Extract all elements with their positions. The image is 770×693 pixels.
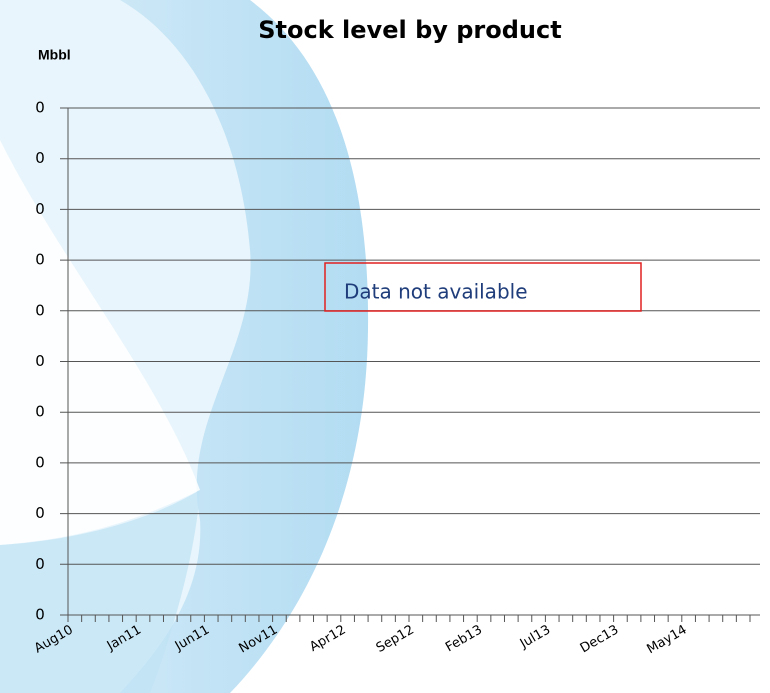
y-tick-label: 0: [35, 99, 45, 117]
annotation: Data not available: [344, 280, 528, 304]
chart-title: Stock level by product: [258, 16, 561, 44]
x-tick-label: Apr12: [307, 623, 348, 656]
y-tick-label: 0: [35, 352, 45, 370]
background-swoosh: [0, 0, 368, 693]
x-tick-label: Feb13: [443, 623, 485, 656]
x-tick-label: Sep12: [374, 623, 417, 657]
x-tick-label: Dec13: [578, 623, 622, 657]
x-tick-label: Jul13: [517, 623, 553, 653]
y-tick-label: 0: [35, 453, 45, 471]
chart: Stock level by product Mbbl 0 0 0 0 0 0 0 0 0 0 0 A…: [0, 0, 770, 693]
y-tick-label: 0: [35, 606, 45, 624]
x-tick-label: May14: [644, 623, 689, 658]
y-tick-label: 0: [35, 504, 45, 522]
y-tick-label: 0: [35, 301, 45, 319]
y-tick-label: 0: [35, 200, 45, 218]
y-tick-label: 0: [35, 555, 45, 573]
y-axis-label: Mbbl: [38, 47, 71, 63]
y-tick-label: 0: [35, 149, 45, 167]
y-tick-label: 0: [35, 251, 45, 269]
y-tick-label: 0: [35, 403, 45, 421]
